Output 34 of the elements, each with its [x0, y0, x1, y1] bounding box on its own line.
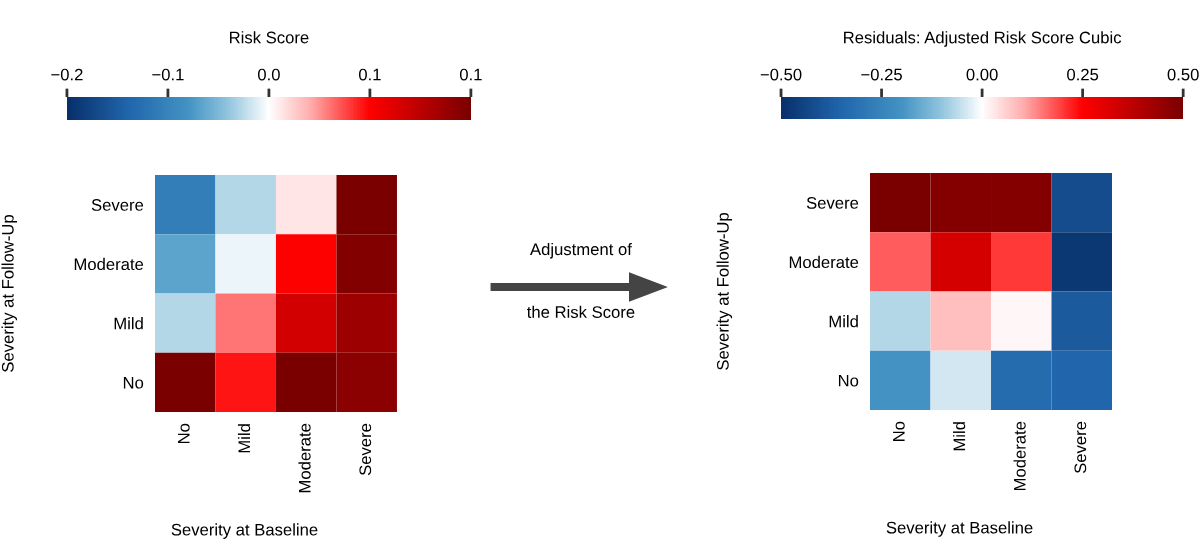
x-tick-label: Moderate: [1013, 421, 1026, 491]
color-bar-label: −0.50: [760, 68, 802, 81]
color-bar-title: Risk Score: [229, 31, 309, 44]
text: the Risk Score: [527, 305, 635, 318]
x-tick-label: No: [893, 421, 905, 441]
color-bar-label: 0.50: [1167, 68, 1199, 81]
color-bar-label: 0.25: [1067, 68, 1099, 81]
x-axis-title: Severity at Baseline: [886, 521, 1033, 537]
x-tick-label: Severe: [359, 423, 372, 476]
y-tick-label: Mild: [829, 315, 858, 328]
x-tick-label: Mild: [952, 422, 966, 451]
x-axis-title: Severity at Baseline: [171, 523, 318, 539]
color-bar-label: 0.1: [358, 68, 381, 81]
color-bar-label: −0.2: [51, 68, 83, 81]
y-tick-label: Severe: [806, 197, 859, 209]
y-axis-title: Severity at Follow-Up: [716, 212, 733, 370]
color-bar-label: 0.1: [459, 68, 482, 81]
y-axis-title: Severity at Follow-Up: [1, 215, 18, 372]
y-tick-label: Severe: [91, 199, 144, 211]
x-tick-label: Severe: [1074, 421, 1087, 474]
color-bar-title: Residuals: Adjusted Risk Score Cubic: [844, 31, 1122, 47]
color-bar-label: 0.0: [257, 68, 280, 81]
x-tick-label: Mild: [237, 424, 251, 453]
text: Adjustment of: [530, 242, 632, 259]
y-tick-label: Moderate: [789, 255, 859, 269]
y-tick-label: Moderate: [74, 257, 144, 271]
y-tick-label: Mild: [114, 317, 143, 330]
color-bar-label: 0.00: [966, 68, 998, 81]
y-tick-label: No: [838, 374, 859, 387]
x-tick-label: No: [178, 423, 190, 444]
color-bar-label: −0.1: [152, 68, 184, 81]
y-tick-label: No: [123, 376, 144, 389]
color-bar-label: −0.25: [861, 68, 902, 81]
x-tick-label: Moderate: [298, 423, 311, 493]
